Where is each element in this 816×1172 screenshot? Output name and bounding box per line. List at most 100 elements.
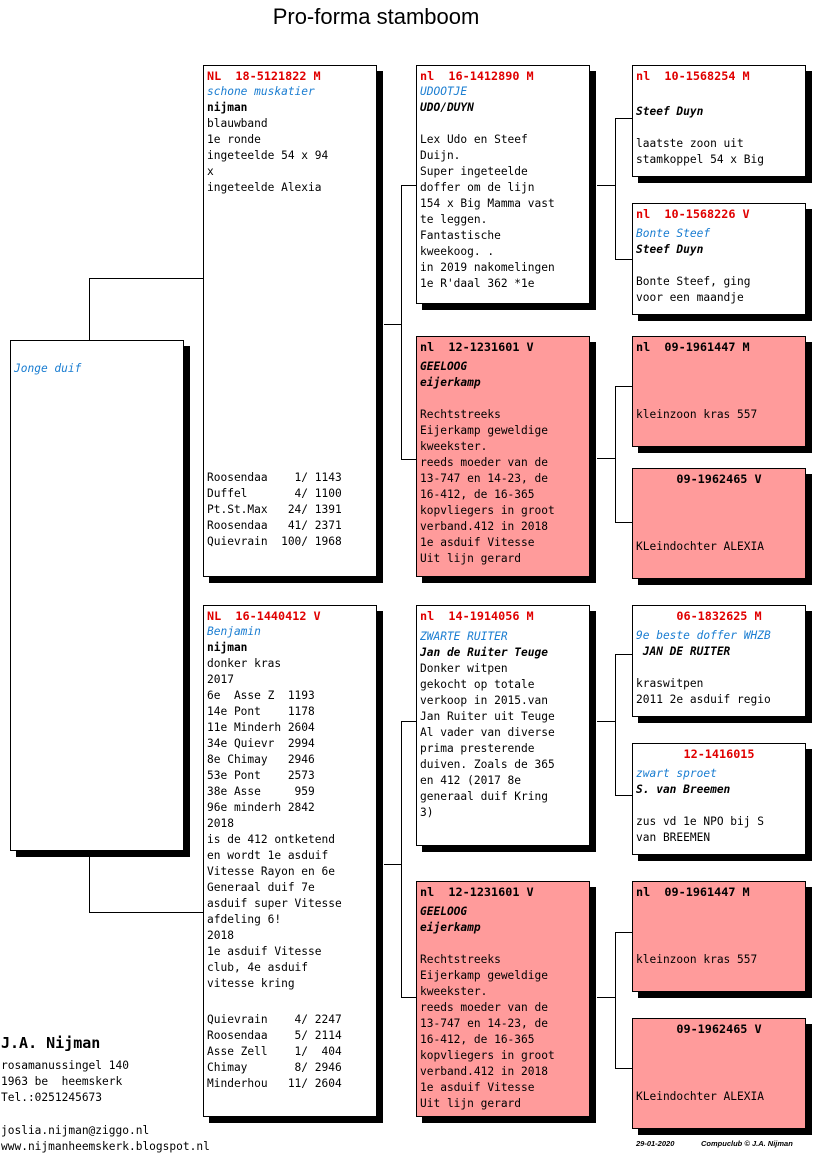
- sdd-box: 09-1962465 V KLeindochter ALEXIA: [632, 468, 806, 579]
- sire-dam-ring-number: nl 12-1231601 V: [420, 340, 534, 354]
- footer-credit: Compuclub © J.A. Nijman: [701, 1139, 793, 1148]
- sire-dam-owner: eijerkamp: [420, 376, 481, 389]
- dsd-box: 12-1416015 zwart sproet S. van Breemen z…: [632, 743, 806, 855]
- sds-ring-number: nl 09-1961447 M: [636, 340, 750, 354]
- connector: [615, 259, 633, 260]
- ddd-remarks: KLeindochter ALEXIA: [636, 1090, 764, 1103]
- connector: [615, 1068, 633, 1069]
- dss-box: 06-1832625 M 9e beste doffer WHZB JAN DE…: [632, 605, 806, 717]
- dam-dam-owner: eijerkamp: [420, 921, 481, 934]
- page-title: Pro-forma stamboom: [272, 4, 480, 29]
- connector: [615, 386, 616, 523]
- connector: [615, 932, 616, 1069]
- sire-sire-remarks: Lex Udo en Steef Duijn. Super ingeteelde…: [420, 133, 555, 290]
- connector: [89, 278, 90, 340]
- connector: [401, 185, 402, 460]
- breeder-website: www.nijmanheemskerk.blogspot.nl: [1, 1140, 210, 1153]
- sss-ring-number: nl 10-1568254 M: [636, 69, 750, 83]
- connector: [615, 118, 633, 119]
- sire-owner: nijman: [207, 101, 248, 114]
- dsd-remarks: zus vd 1e NPO bij S van BREEMEN: [636, 815, 764, 844]
- ssd-ring-number: nl 10-1568226 V: [636, 207, 750, 221]
- connector: [597, 721, 615, 722]
- sds-box: nl 09-1961447 M kleinzoon kras 557: [632, 336, 806, 447]
- dsd-name: zwart sproet: [636, 767, 717, 780]
- sire-results: Roosendaa 1/ 1143 Duffel 4/ 1100 Pt.St.M…: [207, 471, 342, 548]
- ddd-ring-number: 09-1962465 V: [676, 1022, 762, 1036]
- connector: [615, 118, 616, 260]
- dds-box: nl 09-1961447 M kleinzoon kras 557: [632, 881, 806, 992]
- dam-sire-ring-number: nl 14-1914056 M: [420, 609, 534, 623]
- connector: [384, 324, 401, 325]
- connector: [89, 278, 204, 279]
- sire-remarks: blauwband 1e ronde ingeteelde 54 x 94 x …: [207, 117, 329, 194]
- dam-sire-name: ZWARTE RUITER: [420, 630, 508, 643]
- dam-results: Quievrain 4/ 2247 Roosendaa 5/ 2114 Asse…: [207, 1013, 342, 1090]
- dam-dam-name: GEELOOG: [420, 905, 468, 918]
- sss-owner: Steef Duyn: [636, 105, 704, 118]
- connector: [89, 851, 90, 913]
- dss-owner: JAN DE RUITER: [636, 645, 731, 658]
- ssd-owner: Steef Duyn: [636, 243, 704, 256]
- connector: [615, 522, 633, 523]
- sire-sire-name: UDOOTJE: [420, 85, 468, 98]
- sss-box: nl 10-1568254 M Steef Duyn laatste zoon …: [632, 65, 806, 177]
- connector: [615, 932, 633, 933]
- dam-remarks: donker kras 2017 6e Asse Z 1193 14e Pont…: [207, 657, 342, 990]
- root-pigeon-name: Jonge duif: [14, 362, 82, 375]
- sdd-remarks: KLeindochter ALEXIA: [636, 540, 764, 553]
- dam-sire-box: nl 14-1914056 M ZWARTE RUITER Jan de Rui…: [416, 605, 590, 846]
- dss-remarks: kraswitpen 2011 2e asduif regio: [636, 677, 771, 706]
- connector: [615, 654, 633, 655]
- dam-box: NL 16-1440412 V Benjamin nijman donker k…: [203, 605, 377, 1117]
- footer-date: 29-01-2020: [636, 1139, 675, 1148]
- sire-dam-name: GEELOOG: [420, 360, 468, 373]
- connector: [597, 997, 615, 998]
- sire-ring-number: NL 18-5121822 M: [207, 69, 321, 83]
- dam-ring-number: NL 16-1440412 V: [207, 609, 321, 623]
- sss-remarks: laatste zoon uit stamkoppel 54 x Big: [636, 137, 764, 166]
- dam-sire-remarks: Donker witpen gekocht op totale verkoop …: [420, 662, 555, 819]
- sire-dam-remarks: Rechtstreeks Eijerkamp geweldige kweekst…: [420, 408, 555, 565]
- ddd-box: 09-1962465 V KLeindochter ALEXIA: [632, 1018, 806, 1129]
- breeder-name: J.A. Nijman: [1, 1034, 101, 1052]
- ssd-box: nl 10-1568226 V Bonte Steef Steef Duyn B…: [632, 203, 806, 315]
- dsd-ring-number: 12-1416015: [683, 747, 755, 761]
- ssd-name: Bonte Steef: [636, 227, 711, 240]
- dss-name: 9e beste doffer WHZB: [636, 629, 771, 642]
- sire-sire-box: nl 16-1412890 M UDOOTJE UDO/DUYN Lex Udo…: [416, 65, 590, 304]
- dds-remarks: kleinzoon kras 557: [636, 953, 758, 966]
- sire-name: schone muskatier: [207, 85, 315, 98]
- connector: [401, 459, 417, 460]
- sire-sire-ring-number: nl 16-1412890 M: [420, 69, 534, 83]
- dds-ring-number: nl 09-1961447 M: [636, 885, 750, 899]
- sds-remarks: kleinzoon kras 557: [636, 408, 758, 421]
- connector: [615, 386, 633, 387]
- dam-name: Benjamin: [207, 625, 261, 638]
- connector: [384, 864, 401, 865]
- root-pigeon-box: Jonge duif: [10, 340, 184, 851]
- connector: [401, 997, 417, 998]
- dss-ring-number: 06-1832625 M: [676, 609, 762, 623]
- sire-box: NL 18-5121822 M schone muskatier nijman …: [203, 65, 377, 577]
- sire-sire-owner: UDO/DUYN: [420, 101, 474, 114]
- connector: [401, 721, 402, 998]
- dam-dam-box: nl 12-1231601 V GEELOOG eijerkamp Rechts…: [416, 881, 590, 1117]
- dam-sire-owner: Jan de Ruiter Teuge: [420, 646, 548, 659]
- connector: [597, 458, 615, 459]
- connector: [615, 795, 633, 796]
- sdd-ring-number: 09-1962465 V: [676, 472, 762, 486]
- dam-owner: nijman: [207, 641, 248, 654]
- connector: [401, 185, 417, 186]
- connector: [401, 721, 417, 722]
- ssd-remarks: Bonte Steef, ging voor een maandje: [636, 275, 751, 304]
- breeder-address: rosamanussingel 140 1963 be heemskerk Te…: [1, 1059, 129, 1104]
- sire-dam-box: nl 12-1231601 V GEELOOG eijerkamp Rechts…: [416, 336, 590, 577]
- dam-dam-ring-number: nl 12-1231601 V: [420, 885, 534, 899]
- breeder-email: joslia.nijman@ziggo.nl: [1, 1124, 150, 1137]
- dsd-owner: S. van Breemen: [636, 783, 731, 796]
- connector: [615, 654, 616, 796]
- dam-dam-remarks: Rechtstreeks Eijerkamp geweldige kweekst…: [420, 953, 555, 1110]
- connector: [89, 912, 204, 913]
- connector: [597, 185, 615, 186]
